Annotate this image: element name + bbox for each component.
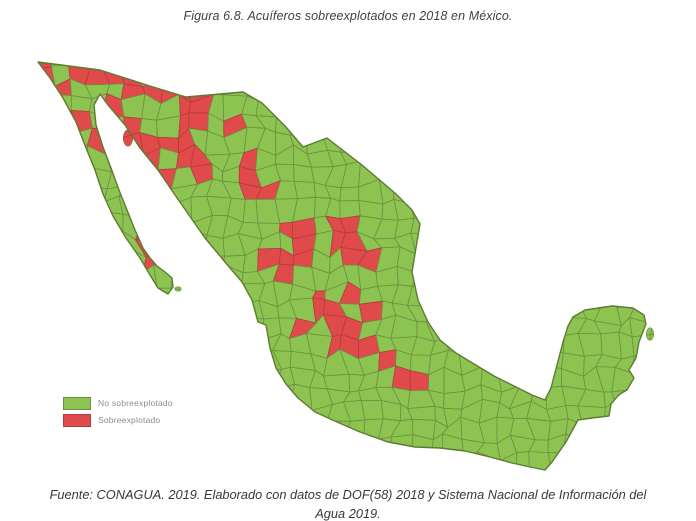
source-line-1: Fuente: CONAGUA. 2019. Elaborado con dat… — [49, 487, 647, 502]
figure-title: Figura 6.8. Acuíferos sobreexplotados en… — [183, 9, 513, 23]
legend-swatch-red — [63, 413, 91, 427]
legend-label: No sobreexplotado — [98, 398, 173, 408]
legend-item-no-sobreexplotado: No sobreexplotado — [63, 396, 173, 410]
aquifer-polygons — [38, 62, 654, 470]
map-legend: No sobreexplotado Sobreexplotado — [63, 396, 173, 430]
legend-label: Sobreexplotado — [98, 415, 161, 425]
source-note: Fuente: CONAGUA. 2019. Elaborado con dat… — [0, 485, 696, 521]
source-line-2: Agua 2019. — [315, 506, 381, 521]
legend-swatch-green — [63, 396, 91, 410]
legend-item-sobreexplotado: Sobreexplotado — [63, 413, 173, 427]
